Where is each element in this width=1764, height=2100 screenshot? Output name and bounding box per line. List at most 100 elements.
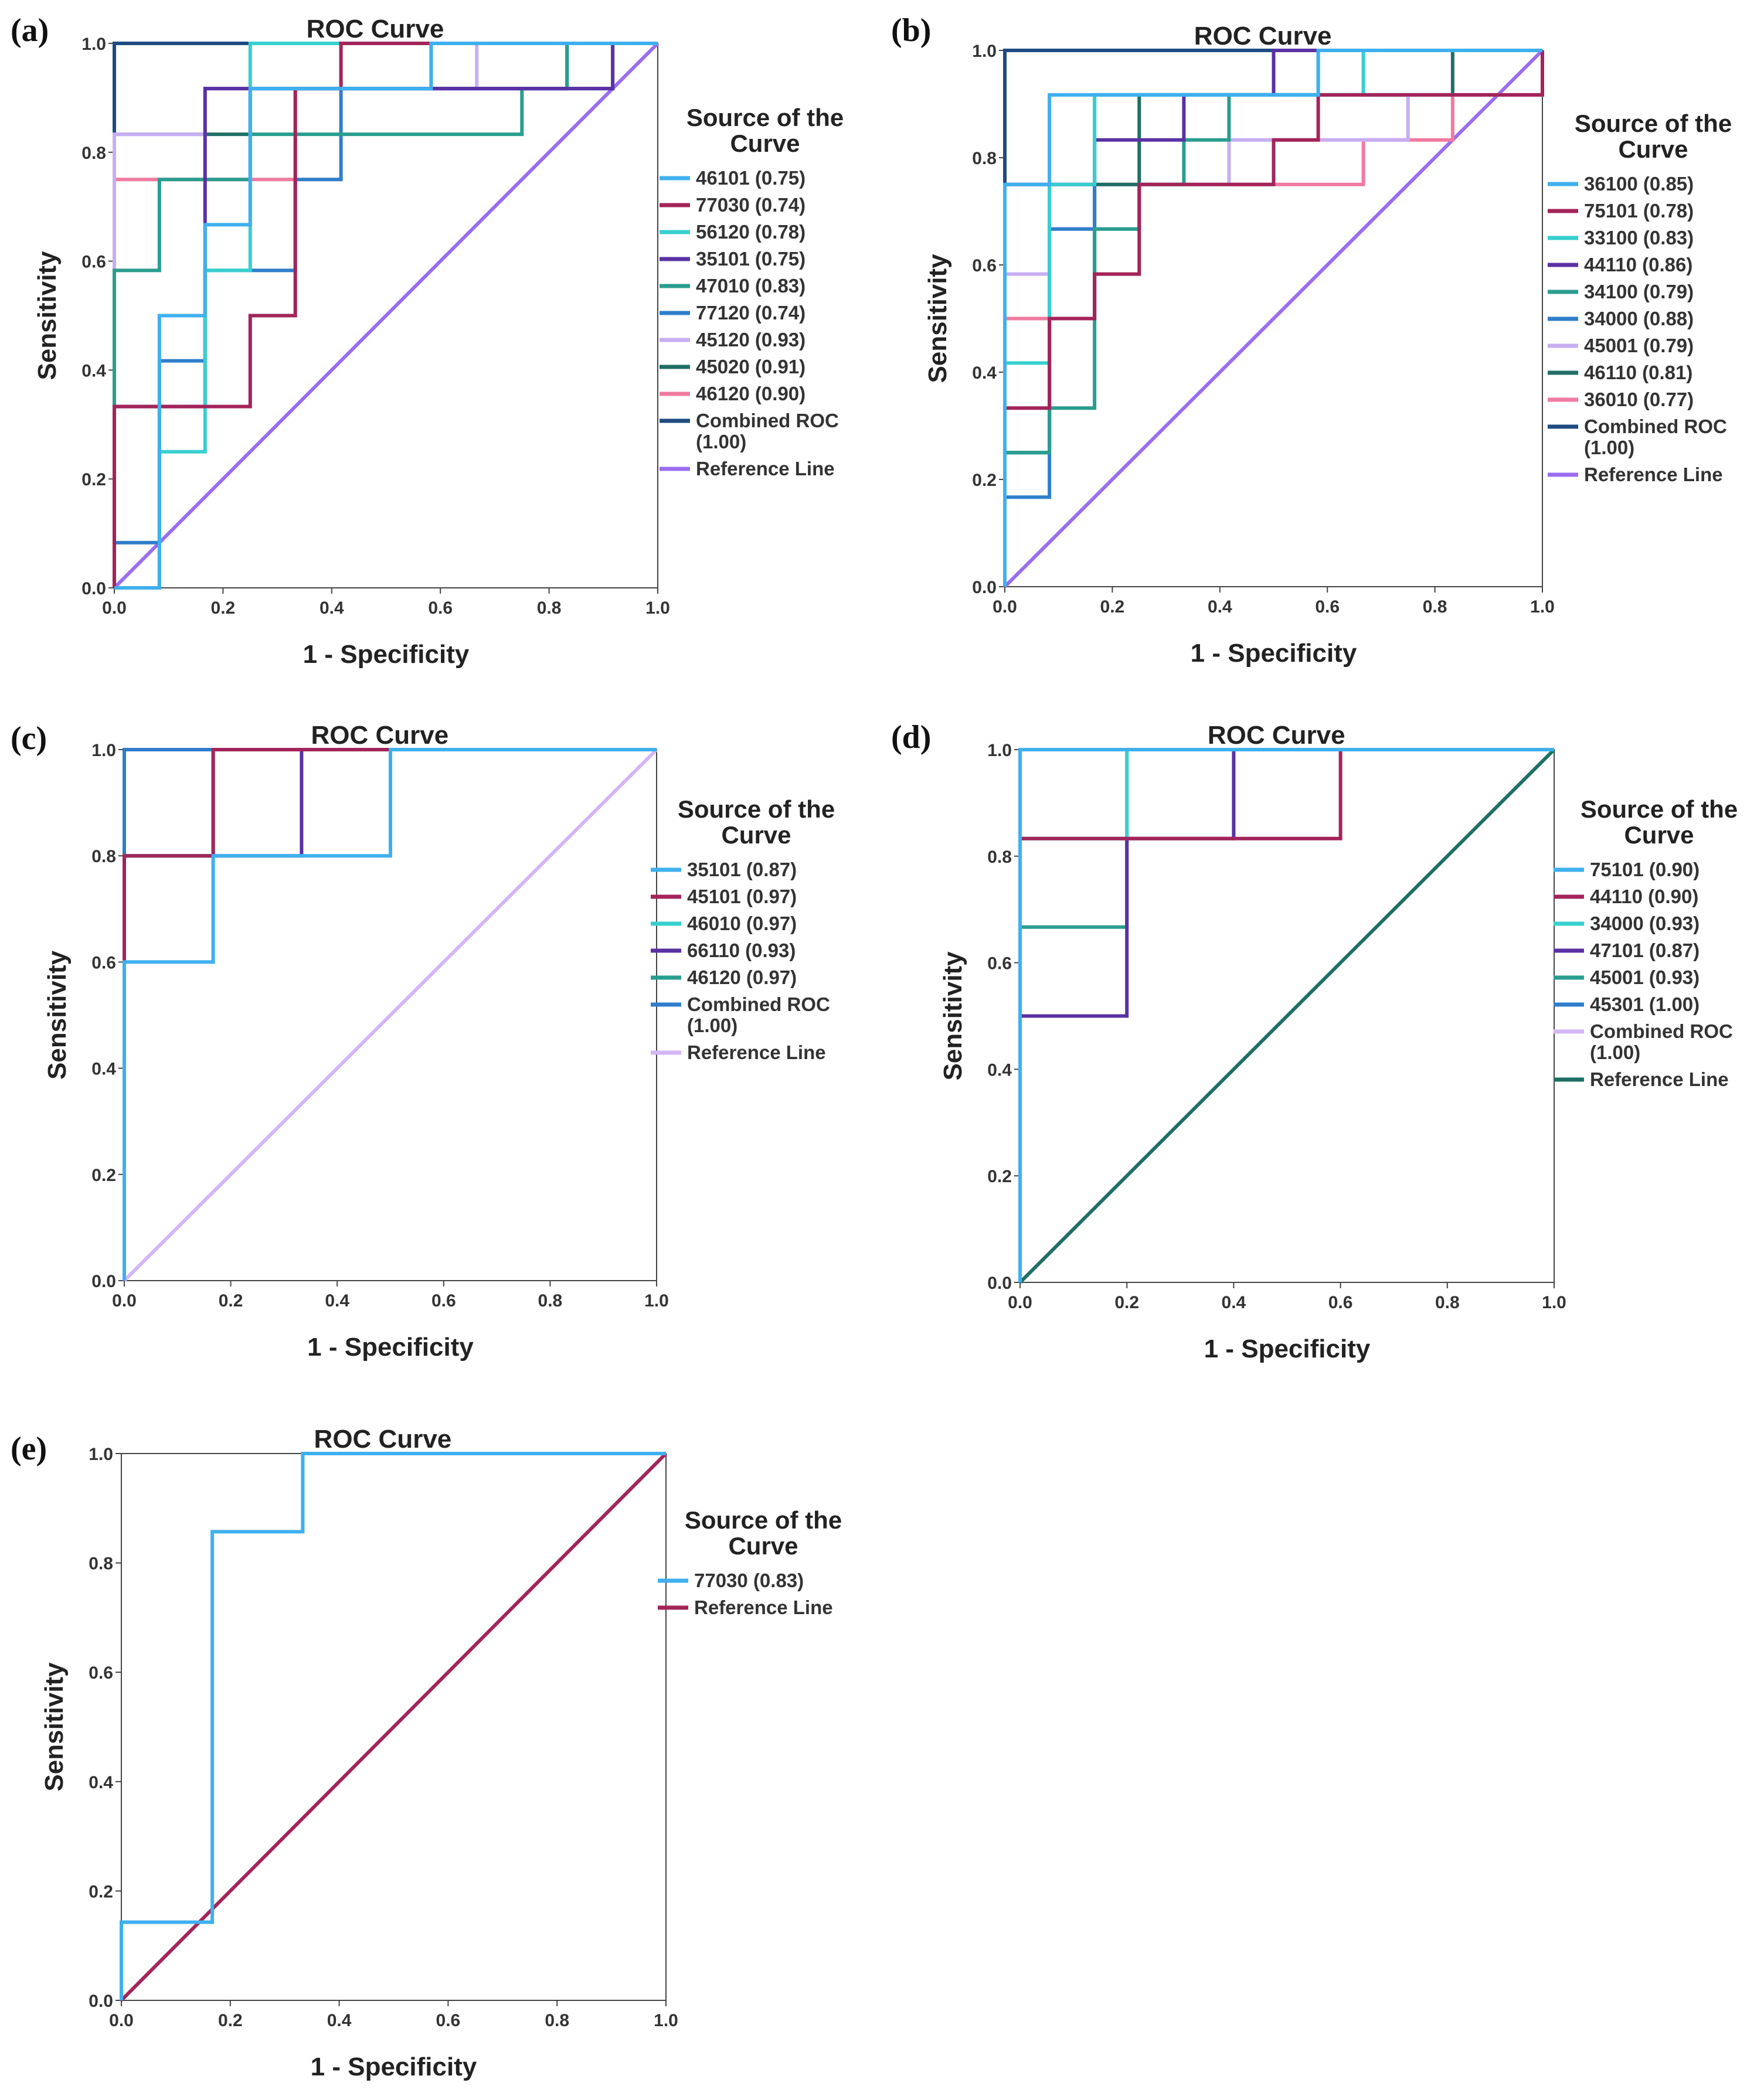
legend-label: 56120 (0.78) [696,221,805,243]
y-tick-label: 0.8 [972,149,997,168]
y-tick-label: 0.0 [89,1992,113,2011]
legend-label: 33100 (0.83) [1584,227,1694,249]
legend-label: Reference Line [1590,1068,1729,1090]
series-line-reference-line [1018,748,1556,1284]
series-line-35101-0-87 [123,748,657,1281]
x-tick-label: 0.0 [109,2011,134,2030]
legend-label: 35101 (0.87) [687,859,797,880]
legend-item-34100-0-79: 34100 (0.79) [1548,281,1694,302]
y-tick-label: 0.4 [81,361,106,380]
legend-item-33100-0-83: 33100 (0.83) [1548,227,1694,249]
legend-label: 34000 (0.93) [1590,913,1700,934]
chart-panel-c: (c) ROC Curve 0.0 0.2 0.4 0.6 0.8 1.0 0.0 0.2 0.4 0… [11,720,835,1362]
legend-label: Reference Line [687,1042,826,1063]
y-tick-label: 1.0 [91,741,116,760]
legend-label: 45001 (0.79) [1584,335,1694,356]
legend-label: 36100 (0.85) [1584,173,1694,195]
y-tick-label: 1.0 [89,1445,113,1464]
legend-label: 45101 (0.97) [687,886,797,907]
y-tick-label: 0.2 [81,470,106,489]
series-line-46101-0-75 [114,42,658,590]
legend-label: 34000 (0.88) [1584,308,1694,329]
legend-label: Combined ROC [687,993,830,1015]
y-tick-label: 0.2 [972,471,997,490]
y-tick-label: 0.4 [91,1060,116,1079]
y-tick-label: 0.8 [91,847,116,866]
legend-label: 46110 (0.81) [1584,362,1692,383]
chart-title: ROC Curve [311,721,448,750]
x-axis-title: 1 - Specificity [1204,1335,1371,1363]
chart-panel-a: (a) ROC Curve 0.0 0.2 0.4 0.6 0.8 1.0 0.0 0.2 0.4 0… [11,12,844,669]
x-tick-label: 0.0 [993,597,1017,617]
x-tick-label: 0.4 [327,2011,352,2030]
chart-title: ROC Curve [1208,721,1345,750]
x-tick-label: 0.0 [1008,1293,1032,1312]
legend-item-34000-0-93: 34000 (0.93) [1554,913,1700,934]
legend-label: 47101 (0.87) [1590,940,1700,961]
legend-label: 44110 (0.90) [1590,886,1698,907]
legend-item-77030-0-83: 77030 (0.83) [658,1570,804,1591]
x-tick-label: 0.8 [538,1291,563,1311]
legend-item-45120-0-93: 45120 (0.93) [660,329,805,350]
legend-item-reference-line: Reference Line [660,458,835,479]
y-tick-label: 0.0 [972,578,997,597]
legend-label: 36010 (0.77) [1584,389,1694,410]
y-axis-title: Sensitivity [43,950,72,1080]
legend-item-47101-0-87: 47101 (0.87) [1554,940,1700,961]
panel-label: (a) [11,12,49,49]
legend-item-combined-roc-1-00: Combined ROC(1.00) [1554,1020,1733,1063]
y-tick-label: 0.0 [987,1274,1012,1293]
x-tick-label: 0.4 [1208,597,1232,617]
legend-label: 46101 (0.75) [696,167,805,189]
legend-label: (1.00) [687,1015,737,1036]
x-tick-label: 0.8 [1435,1293,1460,1312]
y-tick-label: 0.4 [987,1060,1012,1080]
x-tick-label: 0.0 [102,598,127,618]
y-tick-label: 1.0 [987,741,1012,760]
x-tick-label: 0.6 [1328,1293,1353,1312]
y-tick-label: 0.8 [81,144,106,163]
legend-label: 77030 (0.74) [696,194,805,216]
series-line-33100-0-83 [1003,49,1542,587]
legend-label: Reference Line [696,458,835,479]
chart-panel-d: (d) ROC Curve 0.0 0.2 0.4 0.6 0.8 1.0 0.0 0.2 0.4 0… [891,719,1738,1363]
x-tick-label: 0.8 [1423,597,1447,617]
x-tick-label: 0.8 [537,598,562,618]
legend-item-46120-0-90: 46120 (0.90) [660,383,805,404]
legend-label: 45301 (1.00) [1590,993,1700,1015]
x-tick-label: 0.4 [320,598,344,618]
y-axis-title: Sensitivity [923,254,952,383]
x-tick-label: 1.0 [645,598,670,618]
x-tick-label: 1.0 [1530,597,1555,617]
legend-item-reference-line: Reference Line [1554,1068,1729,1090]
y-tick-label: 0.2 [89,1882,113,1901]
x-tick-label: 0.4 [1222,1293,1246,1312]
y-tick-label: 0.4 [972,363,997,383]
legend-label: Combined ROC [1584,416,1727,437]
y-tick-label: 0.6 [987,954,1012,974]
x-tick-label: 0.8 [545,2011,569,2030]
x-tick-label: 0.6 [431,1291,456,1311]
legend-item-75101-0-78: 75101 (0.78) [1548,200,1694,222]
x-axis-title: 1 - Specificity [311,2053,477,2081]
x-tick-label: 0.0 [112,1291,137,1311]
legend-title: Curve [1618,135,1688,163]
legend-item-45101-0-97: 45101 (0.97) [651,886,797,907]
series-line-36100-0-85 [1003,49,1542,587]
legend-item-reference-line: Reference Line [1548,464,1723,485]
y-tick-label: 0.8 [987,848,1012,867]
x-tick-label: 1.0 [644,1291,669,1311]
y-tick-label: 1.0 [81,35,106,54]
legend-label: 35101 (0.75) [696,248,805,270]
legend-label: (1.00) [696,431,746,452]
y-tick-label: 0.6 [972,256,997,275]
legend-label: 75101 (0.78) [1584,200,1694,222]
y-axis-title: Sensitivity [33,251,62,380]
legend-title: Curve [1624,821,1694,849]
legend-label: (1.00) [1584,437,1634,458]
chart-title: ROC Curve [314,1425,452,1454]
legend-title: Source of the [686,104,844,131]
legend-item-47010-0-83: 47010 (0.83) [660,275,805,297]
